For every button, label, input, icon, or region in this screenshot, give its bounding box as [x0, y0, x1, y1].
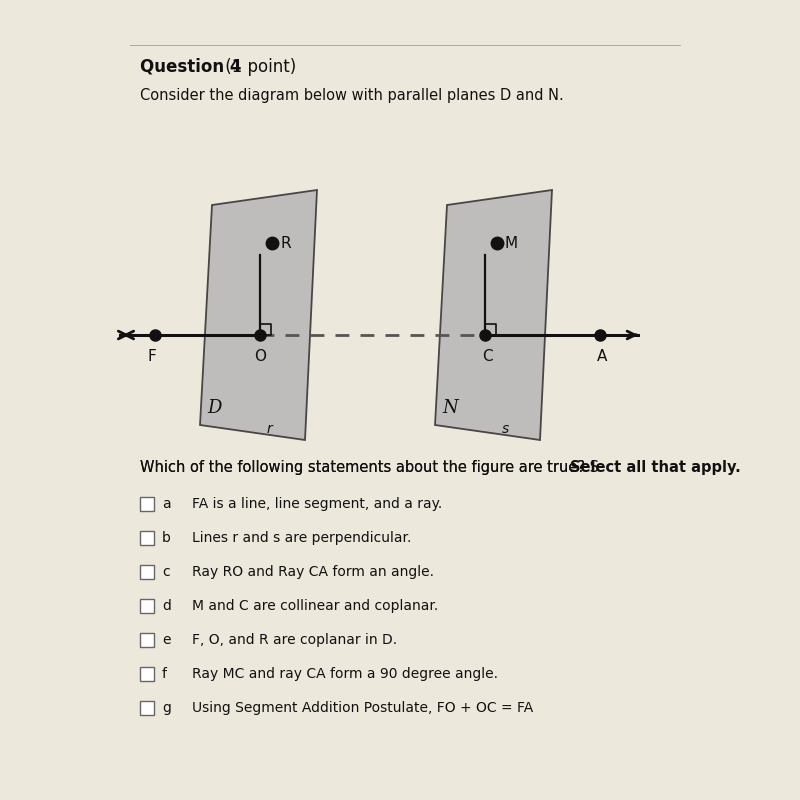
Text: D: D — [207, 399, 222, 417]
Text: Question 4: Question 4 — [140, 58, 242, 76]
Text: R: R — [280, 235, 290, 250]
Text: a: a — [162, 497, 170, 511]
Text: f: f — [162, 667, 167, 681]
Text: e: e — [162, 633, 170, 647]
Text: b: b — [162, 531, 171, 545]
Text: Select all that apply.: Select all that apply. — [570, 460, 741, 475]
Text: M: M — [505, 235, 518, 250]
Text: Ray MC and ray CA form a 90 degree angle.: Ray MC and ray CA form a 90 degree angle… — [192, 667, 498, 681]
Bar — [140, 531, 154, 545]
Bar — [140, 599, 154, 613]
Bar — [140, 565, 154, 579]
Polygon shape — [200, 190, 317, 440]
Text: O: O — [254, 349, 266, 364]
Text: Consider the diagram below with parallel planes D and N.: Consider the diagram below with parallel… — [140, 88, 564, 103]
Text: FA is a line, line segment, and a ray.: FA is a line, line segment, and a ray. — [192, 497, 442, 511]
Polygon shape — [435, 190, 552, 440]
Text: d: d — [162, 599, 171, 613]
Text: Lines r and s are perpendicular.: Lines r and s are perpendicular. — [192, 531, 411, 545]
Text: Which of the following statements about the figure are true? S: Which of the following statements about … — [140, 460, 599, 475]
Text: N: N — [442, 399, 458, 417]
Text: F, O, and R are coplanar in D.: F, O, and R are coplanar in D. — [192, 633, 397, 647]
Text: (1 point): (1 point) — [220, 58, 296, 76]
Text: s: s — [502, 422, 510, 436]
Text: g: g — [162, 701, 171, 715]
Bar — [140, 497, 154, 511]
Bar — [140, 701, 154, 715]
Text: Using Segment Addition Postulate, FO + OC = FA: Using Segment Addition Postulate, FO + O… — [192, 701, 534, 715]
Bar — [140, 667, 154, 681]
Text: Which of the following statements about the figure are true?: Which of the following statements about … — [140, 460, 590, 475]
Text: C: C — [482, 349, 492, 364]
Text: r: r — [267, 422, 273, 436]
Bar — [140, 633, 154, 647]
Text: F: F — [148, 349, 156, 364]
Text: A: A — [597, 349, 607, 364]
Text: M and C are collinear and coplanar.: M and C are collinear and coplanar. — [192, 599, 438, 613]
Text: c: c — [162, 565, 170, 579]
Text: Ray RO and Ray CA form an angle.: Ray RO and Ray CA form an angle. — [192, 565, 434, 579]
